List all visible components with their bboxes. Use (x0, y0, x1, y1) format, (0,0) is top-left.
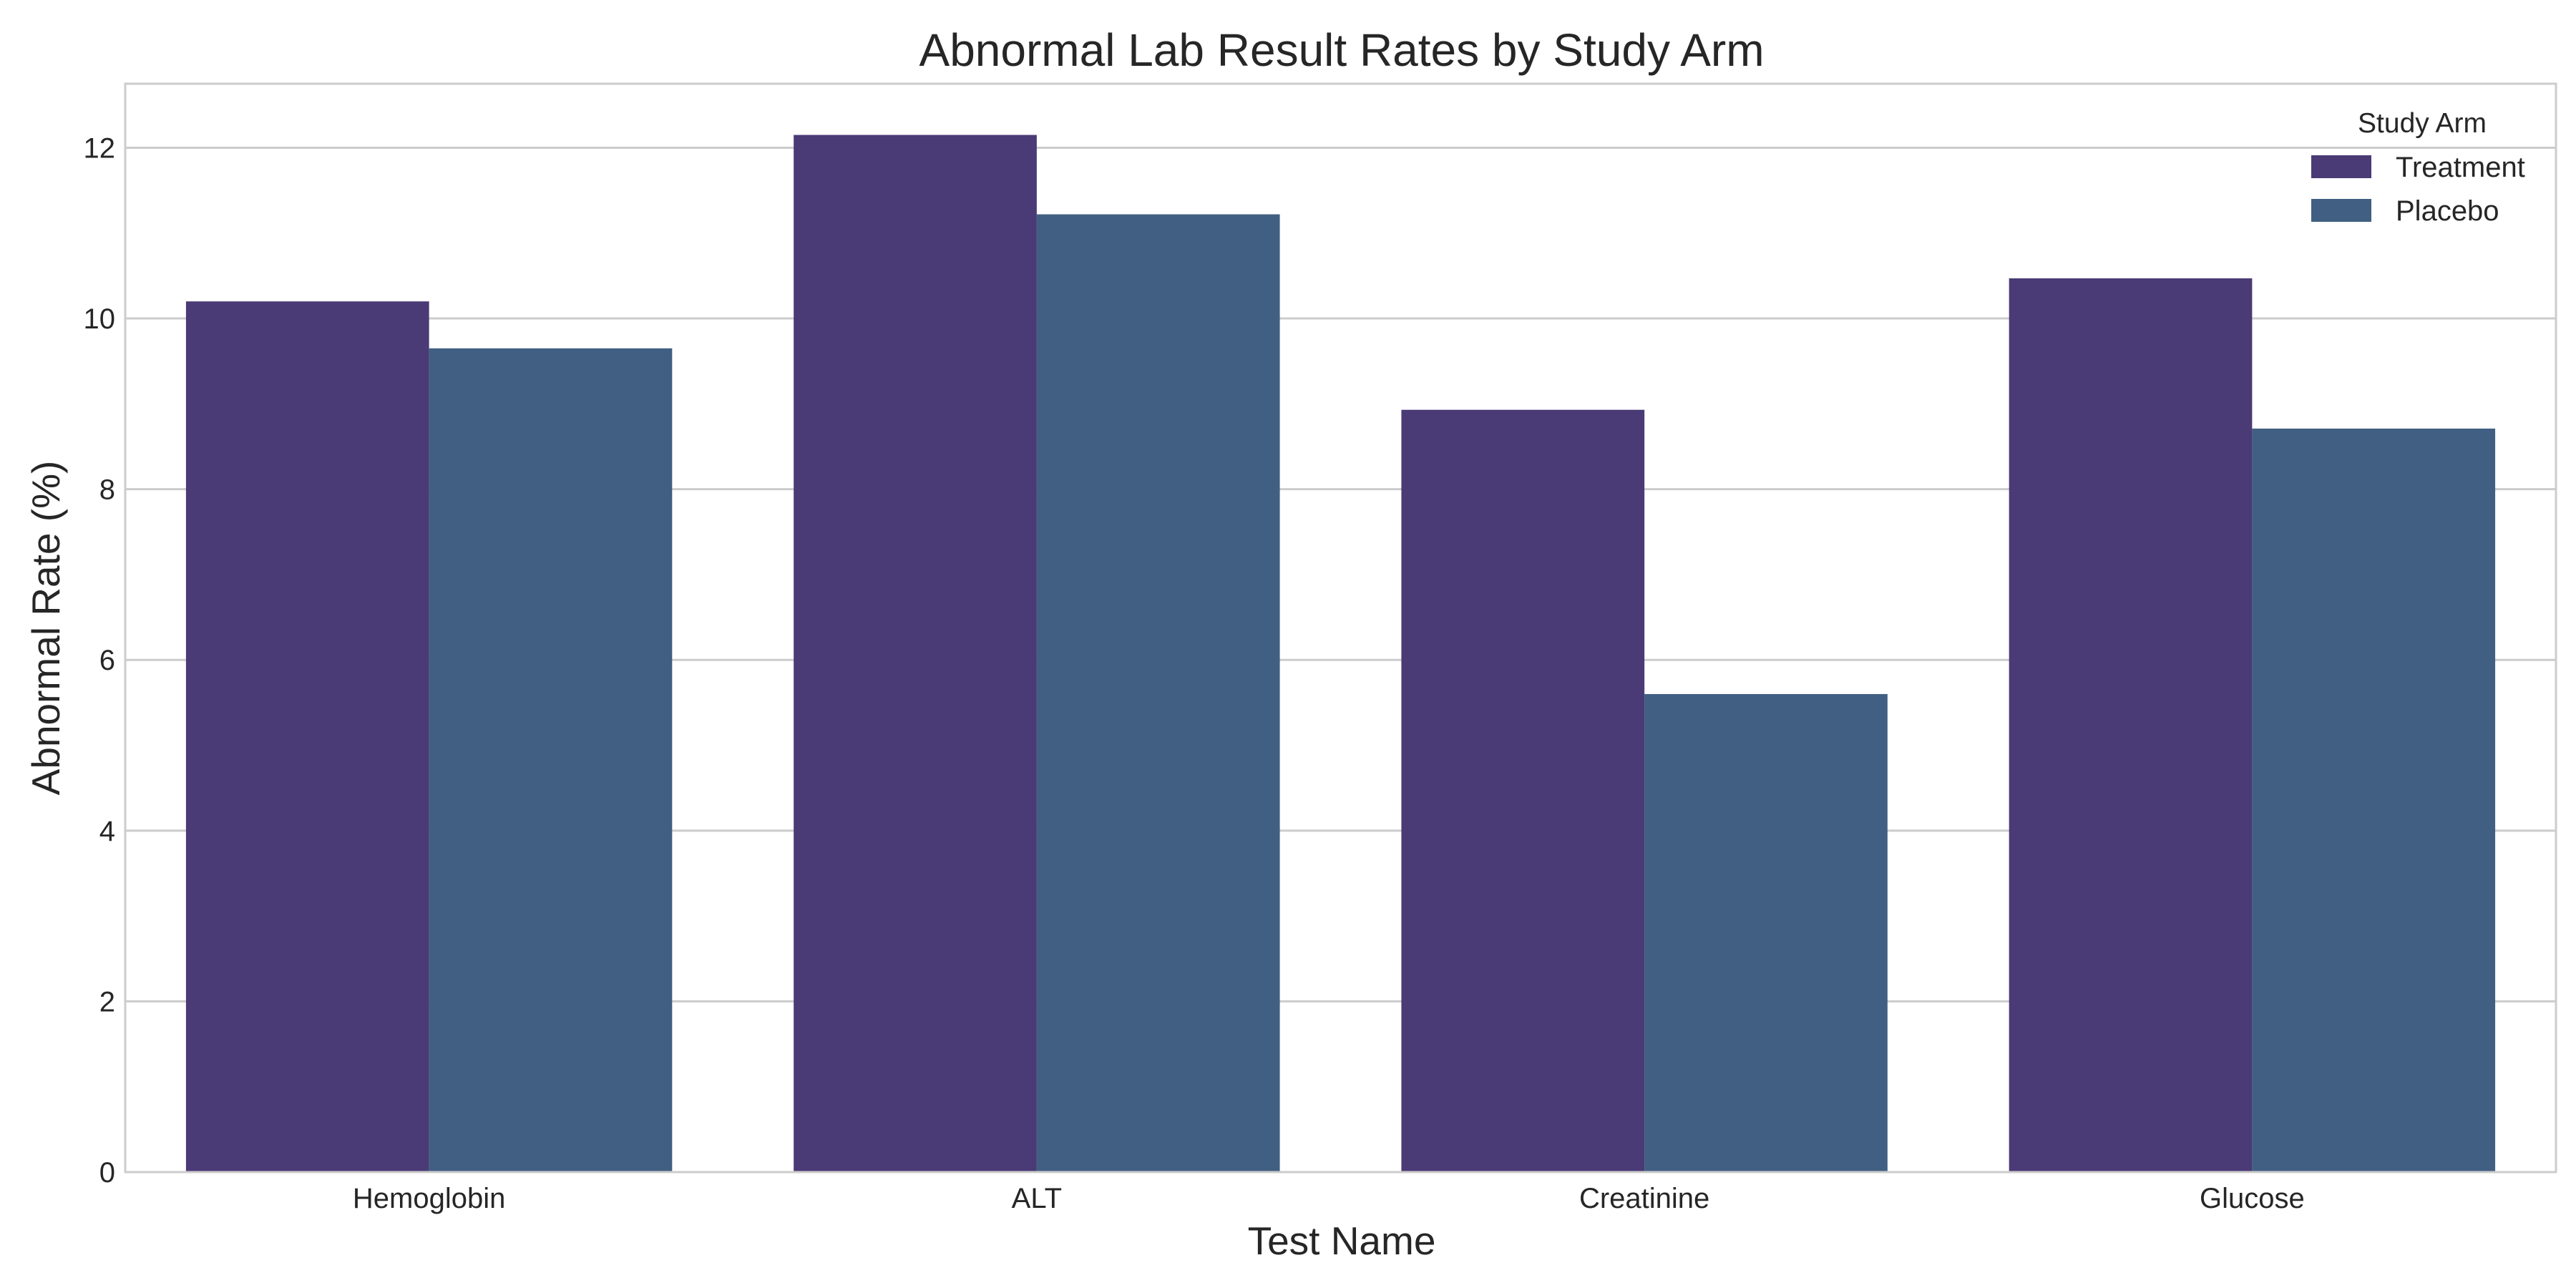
x-axis-label: Test Name (1248, 1219, 1436, 1263)
x-axis-ticks: Hemoglobin ALT Creatinine Glucose (353, 1183, 2305, 1214)
bar-treatment-creatinine (1401, 409, 1645, 1172)
bar-treatment-alt (794, 135, 1037, 1173)
x-tick-label: Creatinine (1579, 1183, 1709, 1214)
bars (185, 135, 2496, 1173)
y-axis-ticks: 0 2 4 6 8 10 12 (84, 132, 116, 1189)
y-tick-label: 12 (84, 132, 116, 164)
y-tick-label: 2 (99, 986, 115, 1018)
legend-title: Study Arm (2358, 108, 2487, 139)
bar-treatment-glucose (2009, 278, 2253, 1172)
bar-placebo-alt (1036, 214, 1280, 1172)
y-tick-label: 8 (99, 474, 115, 506)
legend-label-treatment: Treatment (2396, 152, 2525, 183)
y-tick-label: 0 (99, 1157, 115, 1189)
legend: Study Arm Treatment Placebo (2311, 108, 2525, 227)
bar-treatment-hemoglobin (185, 301, 429, 1173)
bar-placebo-creatinine (1644, 693, 1888, 1172)
x-tick-label: Hemoglobin (353, 1183, 505, 1214)
y-axis-label: Abnormal Rate (%) (24, 461, 68, 796)
legend-label-placebo: Placebo (2396, 195, 2499, 227)
chart-title: Abnormal Lab Result Rates by Study Arm (919, 24, 1765, 76)
y-tick-label: 6 (99, 645, 115, 676)
legend-swatch-placebo (2311, 199, 2371, 222)
y-tick-label: 10 (84, 303, 116, 335)
x-tick-label: ALT (1012, 1183, 1062, 1214)
bar-placebo-glucose (2252, 428, 2496, 1172)
plot-frame (124, 82, 2557, 1174)
x-tick-label: Glucose (2200, 1183, 2305, 1214)
legend-swatch-treatment (2311, 155, 2371, 178)
bar-placebo-hemoglobin (429, 348, 673, 1172)
legend-items: Treatment Placebo (2311, 152, 2525, 227)
y-tick-label: 4 (99, 816, 115, 847)
